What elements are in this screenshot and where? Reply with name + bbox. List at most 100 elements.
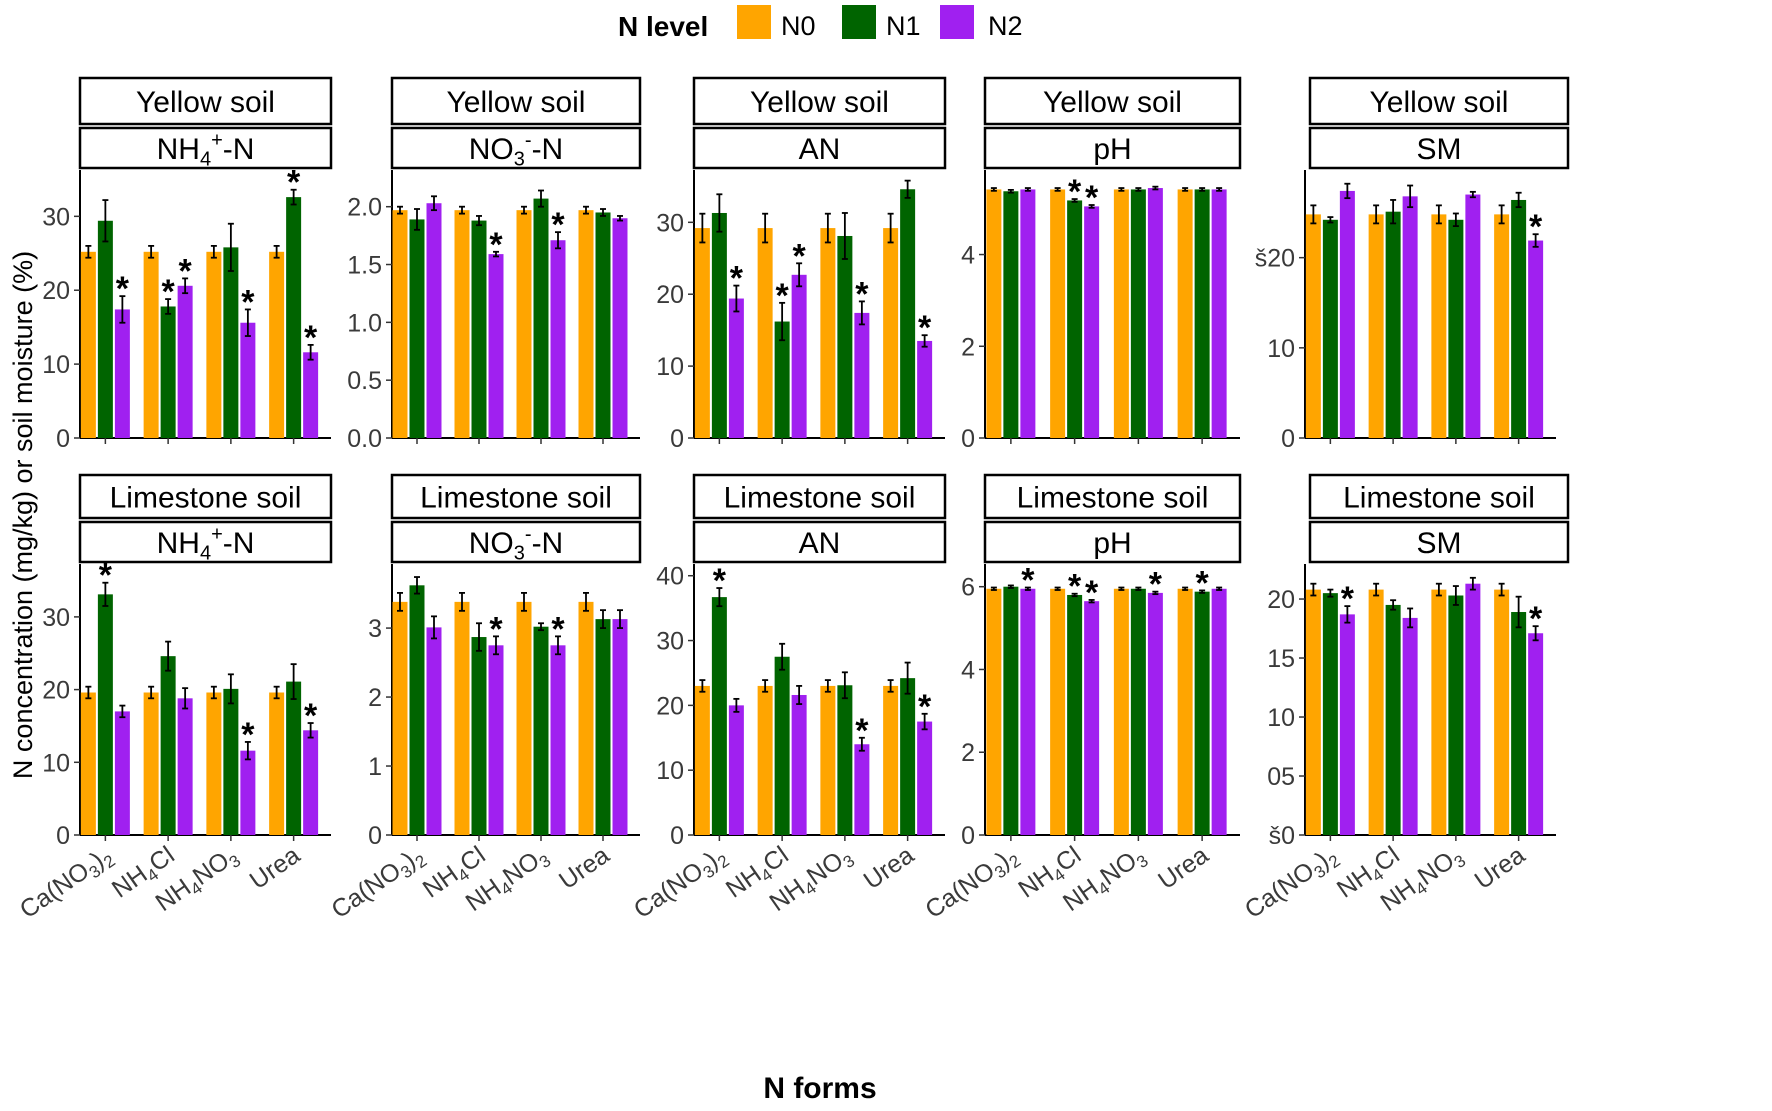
significance-star: * bbox=[730, 260, 744, 298]
y-tick-label: 20 bbox=[1267, 586, 1295, 614]
strip-soil-label: Yellow soil bbox=[1370, 86, 1509, 119]
strip-soil-box bbox=[692, 76, 947, 126]
bar-n0-urea bbox=[578, 601, 594, 835]
strip-variable-box bbox=[390, 126, 642, 170]
bar-n2-urea bbox=[1211, 588, 1227, 835]
y-tick-label: 10 bbox=[42, 351, 70, 379]
bar-n1-urea bbox=[1194, 591, 1210, 835]
x-tick-label-ca-no3-2: Ca(NO3)2 bbox=[920, 841, 1024, 927]
bar-n1-nh4cl bbox=[1385, 211, 1401, 438]
bar-n1-ca-no3-2 bbox=[1322, 593, 1338, 835]
strip-variable-box bbox=[1308, 520, 1570, 564]
bar-n2-urea bbox=[1528, 240, 1544, 438]
y-tick-label: 0 bbox=[670, 822, 684, 850]
bar-n0-urea bbox=[883, 685, 899, 835]
bar-n2-ca-no3-2 bbox=[728, 705, 744, 835]
strip-variable-label: NH4+-N bbox=[157, 129, 255, 170]
bar-n2-nh4cl bbox=[177, 698, 193, 835]
strip-variable-label: AN bbox=[799, 527, 841, 560]
strip-soil-box bbox=[692, 473, 947, 520]
significance-star: * bbox=[855, 275, 869, 313]
y-tick-label: 4 bbox=[961, 656, 975, 684]
bar-n0-ca-no3-2 bbox=[986, 189, 1002, 438]
bar-n0-ca-no3-2 bbox=[80, 251, 96, 438]
strip-variable-label: NO3--N bbox=[469, 523, 563, 564]
bar-n0-nh4cl bbox=[143, 692, 159, 835]
bar-n1-nh4cl bbox=[160, 306, 176, 438]
bar-n1-ca-no3-2 bbox=[97, 594, 113, 835]
bar-n0-nh4cl bbox=[757, 685, 773, 835]
bar-n1-ca-no3-2 bbox=[409, 219, 425, 438]
bar-n1-urea bbox=[900, 189, 916, 438]
strip-soil-label: Limestone soil bbox=[724, 482, 916, 515]
x-tick-label-urea: Urea bbox=[1470, 841, 1531, 895]
bar-n2-urea bbox=[917, 721, 933, 835]
bar-n0-ca-no3-2 bbox=[694, 685, 710, 835]
bar-n2-urea bbox=[303, 730, 319, 835]
significance-star: * bbox=[918, 688, 932, 726]
significance-star: * bbox=[855, 712, 869, 750]
bar-n1-ca-no3-2 bbox=[1003, 191, 1019, 438]
panel-yellow-soil-ph: Yellow soil pH 0 2 4 * * bbox=[961, 76, 1242, 453]
x-tick-label-urea: Urea bbox=[1153, 841, 1214, 895]
y-tick-label: 20 bbox=[42, 677, 70, 705]
y-tick-label: 0 bbox=[56, 425, 70, 453]
strip-variable-label: AN bbox=[799, 133, 841, 166]
significance-star: * bbox=[1085, 574, 1099, 612]
bar-n0-urea bbox=[1494, 589, 1510, 835]
y-tick-label: 0.0 bbox=[347, 425, 382, 453]
y-tick-label: 2 bbox=[961, 739, 975, 767]
significance-star: * bbox=[793, 237, 807, 275]
y-tick-label: 20 bbox=[656, 281, 684, 309]
bar-n2-ca-no3-2 bbox=[1020, 189, 1036, 438]
y-tick-label: 0 bbox=[368, 822, 382, 850]
bar-n1-nh4cl bbox=[471, 220, 487, 438]
bar-n2-nh4cl bbox=[1402, 617, 1418, 835]
legend-key-n1 bbox=[842, 5, 876, 39]
y-tick-label: 05 bbox=[1267, 763, 1295, 791]
bar-n0-nh4cl bbox=[1368, 214, 1384, 438]
bar-n0-nh4no3 bbox=[206, 692, 222, 835]
strip-variable-box bbox=[692, 126, 947, 170]
bar-n0-urea bbox=[1177, 588, 1193, 835]
bar-n2-nh4no3 bbox=[854, 744, 870, 835]
strip-soil-box bbox=[983, 76, 1242, 126]
bar-n2-urea bbox=[612, 619, 628, 835]
strip-variable-box bbox=[983, 126, 1242, 170]
bar-n2-nh4no3 bbox=[1147, 592, 1163, 835]
y-tick-label: 6 bbox=[961, 574, 975, 602]
strip-variable-label: NH4+-N bbox=[157, 523, 255, 564]
y-tick-label: 0 bbox=[961, 822, 975, 850]
bar-n2-urea bbox=[1528, 633, 1544, 835]
strip-variable-label: SM bbox=[1417, 527, 1462, 560]
y-tick-label: 15 bbox=[1267, 645, 1295, 673]
bar-n1-urea bbox=[1511, 612, 1527, 835]
strip-variable-box bbox=[983, 520, 1242, 564]
bar-n0-nh4no3 bbox=[820, 685, 836, 835]
bar-n2-nh4no3 bbox=[240, 322, 256, 438]
legend-label-n2: N2 bbox=[988, 11, 1023, 41]
bar-n1-nh4no3 bbox=[837, 235, 853, 438]
y-tick-label: 30 bbox=[656, 209, 684, 237]
strip-soil-box bbox=[390, 473, 642, 520]
bar-n1-nh4cl bbox=[1385, 604, 1401, 835]
significance-star: * bbox=[1149, 566, 1163, 604]
y-tick-label: 0 bbox=[670, 425, 684, 453]
bar-n1-urea bbox=[595, 212, 611, 438]
bar-n1-nh4no3 bbox=[1130, 189, 1146, 438]
strip-soil-label: Limestone soil bbox=[420, 482, 612, 515]
y-tick-label: 10 bbox=[656, 757, 684, 785]
y-tick-label: 20 bbox=[656, 692, 684, 720]
bar-n1-nh4cl bbox=[774, 656, 790, 835]
significance-star: * bbox=[241, 716, 255, 754]
bar-n0-nh4no3 bbox=[1113, 189, 1129, 438]
significance-star: * bbox=[489, 610, 503, 648]
bar-n0-nh4cl bbox=[1368, 589, 1384, 835]
bar-n1-ca-no3-2 bbox=[711, 212, 727, 438]
x-tick-label-ca-no3-2: Ca(NO3)2 bbox=[326, 841, 430, 927]
legend-key-n0 bbox=[737, 5, 771, 39]
bar-n2-urea bbox=[1211, 189, 1227, 438]
